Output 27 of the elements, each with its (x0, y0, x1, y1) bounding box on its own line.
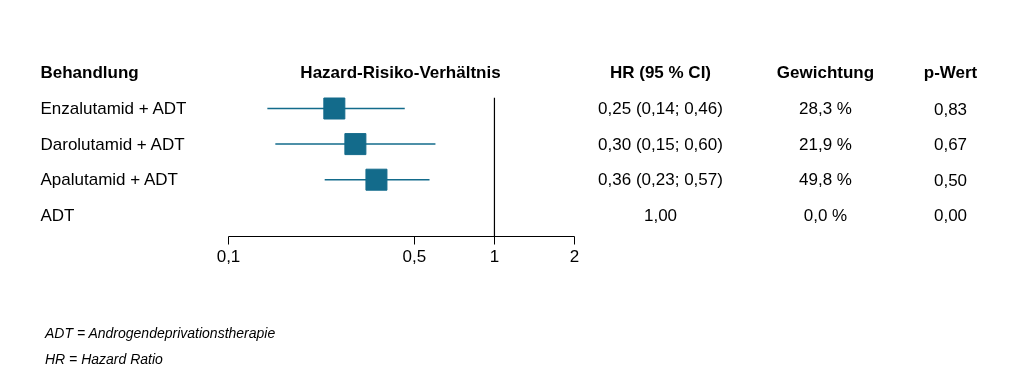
y-tick-label: Apalutamid + ADT (40, 170, 178, 190)
x-tick-label: 0,1 (216, 246, 241, 266)
text: ADT = Androgendeprivationstherapie (45, 324, 276, 343)
x-axis-title: Hazard-Risiko-Verhältnis (300, 63, 501, 83)
x-tick-label: 0,5 (402, 246, 427, 266)
y-tick-label: ADT (40, 205, 75, 225)
y-axis-title: Behandlung (40, 63, 139, 83)
text: 1,00 (643, 206, 678, 226)
y-tick-label: Darolutamid + ADT (40, 134, 185, 154)
text: Gewichtung (776, 63, 875, 83)
data-label: 0,25 (0,14; 0,46) (598, 99, 723, 118)
text: 28,3 % (799, 99, 852, 118)
x-tick-label: 1 (489, 246, 500, 266)
text: 0,50 (933, 170, 968, 190)
data-label: 0,36 (0,23; 0,57) (598, 170, 723, 190)
text: HR = Hazard Ratio (45, 350, 164, 369)
text: 21,9 % (799, 134, 852, 154)
text: HR (95 % CI) (609, 63, 712, 83)
text: 0,83 (933, 99, 968, 119)
text: 0,0 % (803, 205, 848, 225)
y-tick-label: Enzalutamid + ADT (40, 99, 187, 118)
data-label: 0,30 (0,15; 0,60) (598, 134, 723, 154)
text: p-Wert (923, 63, 978, 83)
text: 0,67 (933, 135, 968, 155)
x-tick-label: 2 (569, 246, 580, 266)
text: 49,8 % (799, 170, 852, 190)
text: 0,00 (933, 206, 968, 226)
